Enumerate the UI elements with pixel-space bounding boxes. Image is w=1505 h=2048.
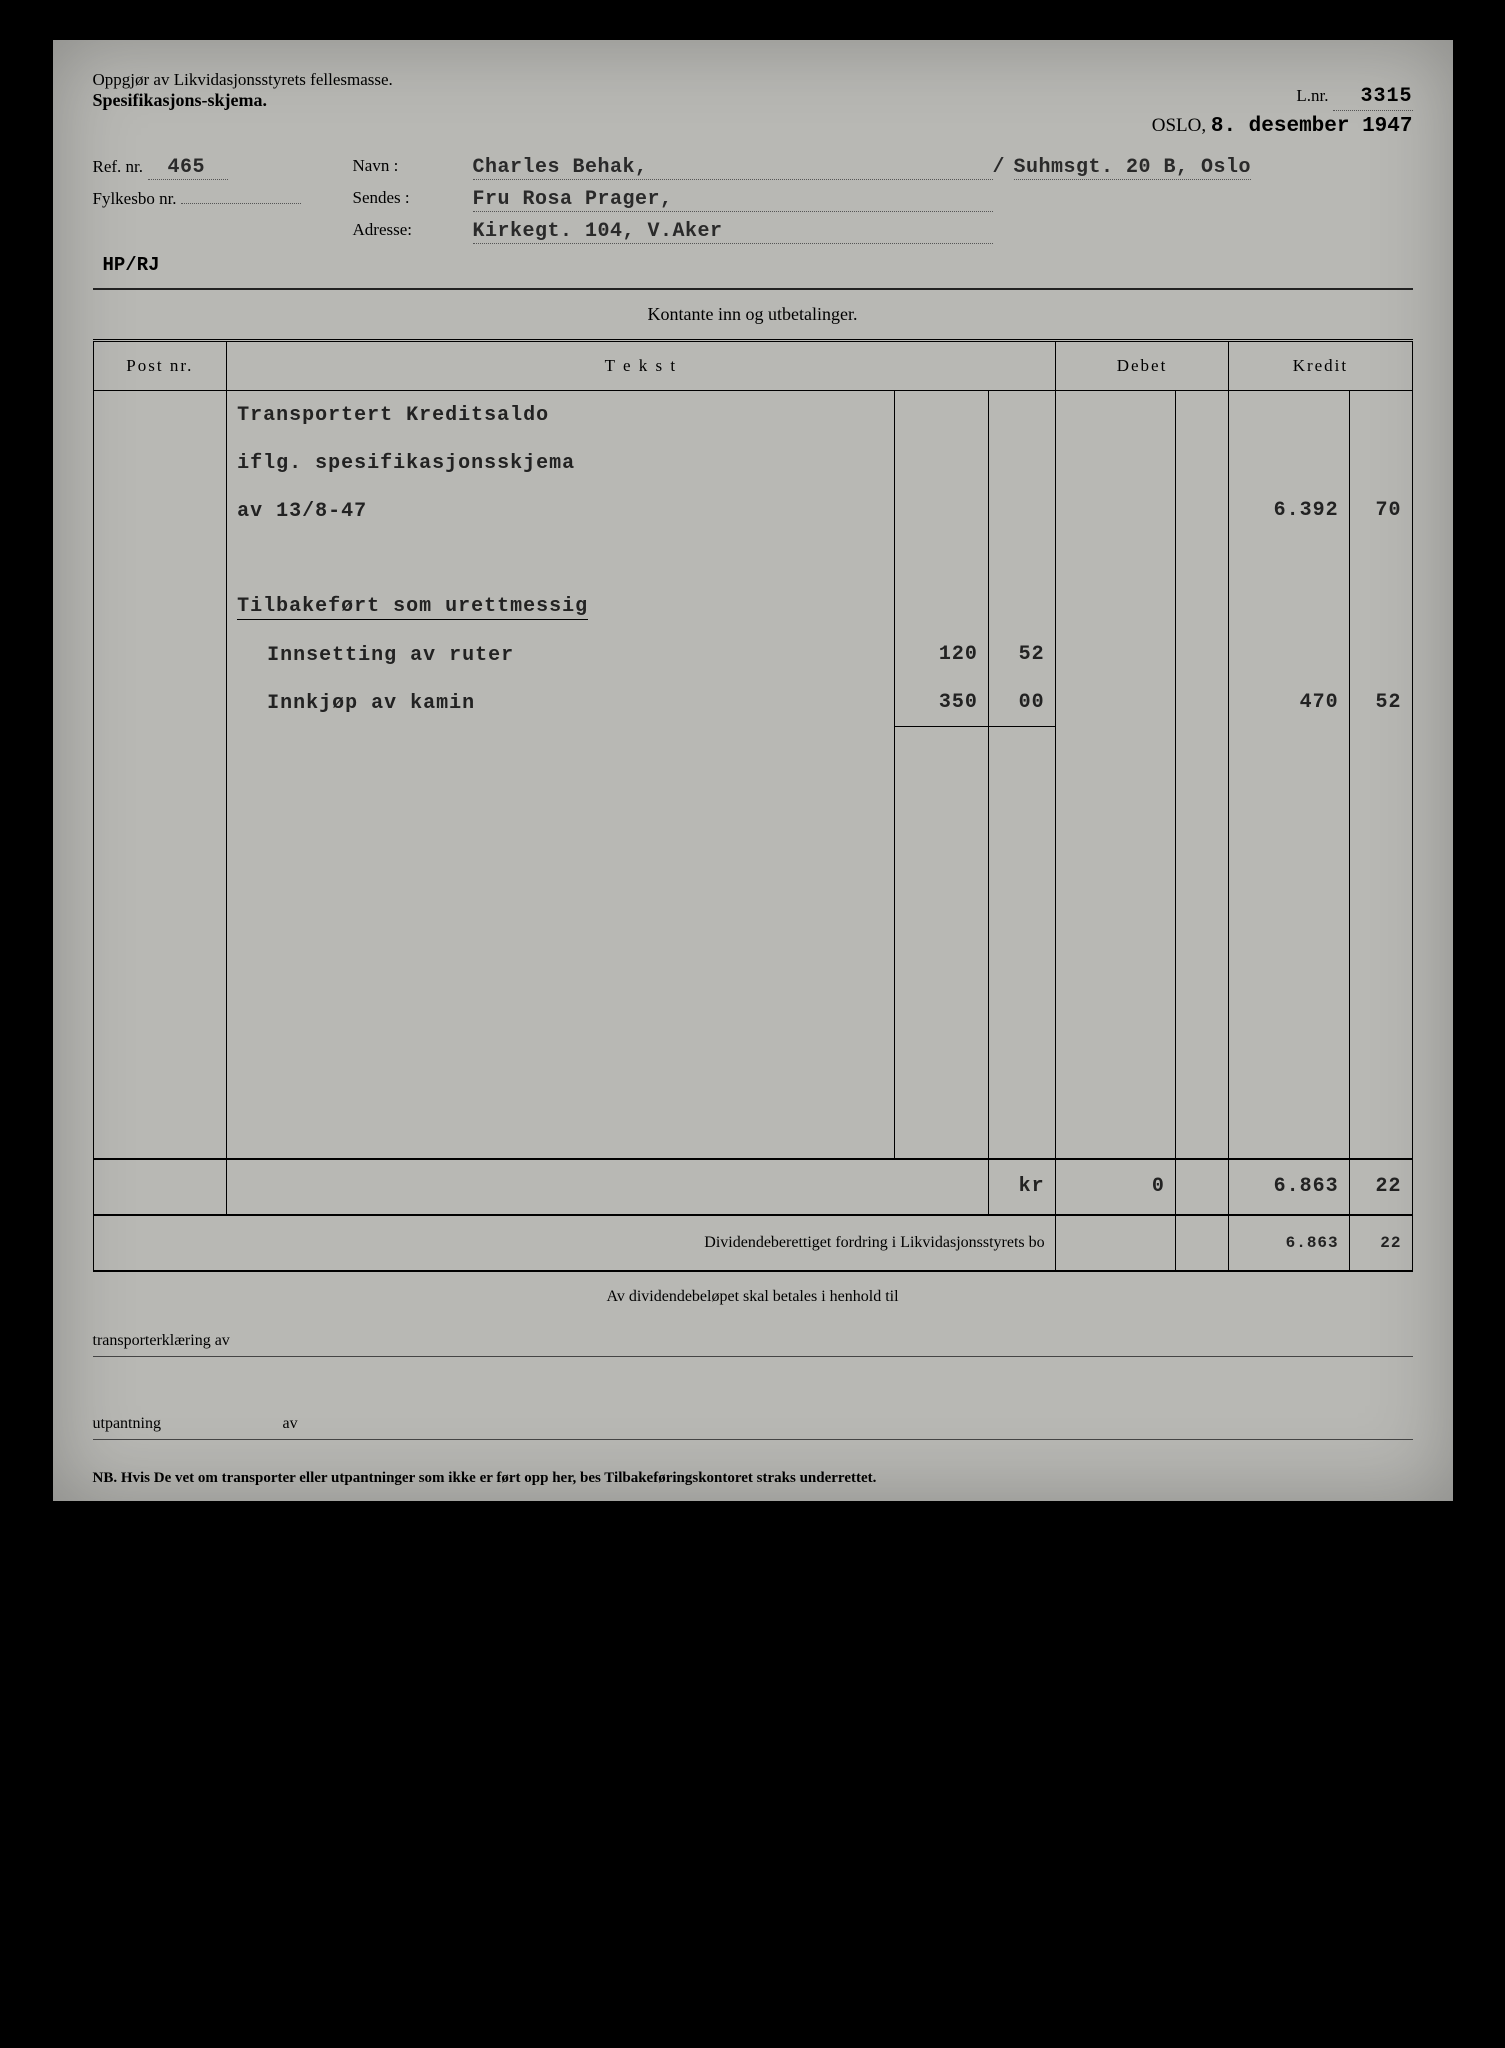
totals-kredit-b: 22 xyxy=(1349,1159,1412,1215)
table-row: av 13/8-476.39270 xyxy=(93,487,1412,535)
transport-label: transporterklæring av xyxy=(93,1332,283,1350)
fylkesbo-label: Fylkesbo nr. xyxy=(93,189,177,208)
section-title: Kontante inn og utbetalinger. xyxy=(93,290,1413,339)
info-grid: Ref. nr. 465 Navn : Charles Behak, / Suh… xyxy=(93,156,1413,244)
totals-debet-a: 0 xyxy=(1055,1159,1175,1215)
ref-label: Ref. nr. xyxy=(93,157,144,176)
dividend-kredit-a: 6.863 xyxy=(1229,1215,1349,1271)
col-kredit: Kredit xyxy=(1229,341,1412,391)
ledger-table: Post nr. T e k s t Debet Kredit Transpor… xyxy=(93,339,1413,1272)
title-line-1: Oppgjør av Likvidasjonsstyrets fellesmas… xyxy=(93,70,1297,90)
dividend-row: Dividendeberettiget fordring i Likvidasj… xyxy=(93,1215,1412,1271)
date-line: OSLO, 8. desember 1947 xyxy=(93,115,1413,138)
table-row xyxy=(93,967,1412,1015)
col-debet: Debet xyxy=(1055,341,1229,391)
adresse-value: Kirkegt. 104, V.Aker xyxy=(473,220,993,244)
header-row: Oppgjør av Likvidasjonsstyrets fellesmas… xyxy=(93,70,1413,111)
lnr-value: 3315 xyxy=(1333,85,1413,111)
totals-row: kr 0 6.863 22 xyxy=(93,1159,1412,1215)
table-row: Transportert Kreditsaldo xyxy=(93,391,1412,439)
navn-value: Charles Behak, xyxy=(473,156,993,180)
fylkesbo-value xyxy=(181,203,301,204)
sendes-value: Fru Rosa Prager, xyxy=(473,188,993,212)
lnr-label: L.nr. xyxy=(1296,86,1328,105)
table-row: Innkjøp av kamin3500047052 xyxy=(93,679,1412,727)
adresse-label: Adresse: xyxy=(353,220,473,244)
slash: / xyxy=(993,156,1010,179)
table-row xyxy=(93,535,1412,583)
hp-ref: HP/RJ xyxy=(103,254,1413,276)
date-value: 8. desember 1947 xyxy=(1211,115,1413,138)
table-row: Innsetting av ruter12052 xyxy=(93,631,1412,679)
nb-notice: NB. Hvis De vet om transporter eller utp… xyxy=(93,1470,1413,1491)
table-row xyxy=(93,775,1412,823)
totals-kr: kr xyxy=(988,1159,1055,1215)
table-row: Tilbakeført som urettmessig xyxy=(93,583,1412,631)
col-post: Post nr. xyxy=(93,341,227,391)
row-text: Innkjøp av kamin xyxy=(237,692,475,715)
row-text: Tilbakeført som urettmessig xyxy=(237,595,588,620)
row-text: Innsetting av ruter xyxy=(237,644,514,667)
addr2-value: Suhmsgt. 20 B, Oslo xyxy=(1014,156,1252,180)
table-row xyxy=(93,1015,1412,1063)
dividend-kredit-b: 22 xyxy=(1349,1215,1412,1271)
utpantning-label: utpantning xyxy=(93,1415,283,1433)
av-label: av xyxy=(283,1415,323,1433)
footer-section-title: Av dividendebeløpet skal betales i henho… xyxy=(93,1272,1413,1314)
city: OSLO, xyxy=(1152,115,1206,136)
navn-label: Navn : xyxy=(353,156,473,180)
dividend-label: Dividendeberettiget fordring i Likvidasj… xyxy=(93,1215,1055,1271)
table-row xyxy=(93,823,1412,871)
table-row xyxy=(93,919,1412,967)
totals-kredit-a: 6.863 xyxy=(1229,1159,1349,1215)
table-row xyxy=(93,1111,1412,1159)
document-page: Oppgjør av Likvidasjonsstyrets fellesmas… xyxy=(53,40,1453,1501)
col-tekst: T e k s t xyxy=(227,341,1056,391)
row-text: Transportert Kreditsaldo xyxy=(237,404,549,427)
totals-debet-b xyxy=(1175,1159,1228,1215)
table-row xyxy=(93,1063,1412,1111)
footer-utpantning-row: utpantning av xyxy=(93,1397,1413,1440)
ref-value: 465 xyxy=(148,156,228,180)
footer-transport-row: transporterklæring av xyxy=(93,1314,1413,1357)
row-text: av 13/8-47 xyxy=(237,500,367,523)
sendes-label: Sendes : xyxy=(353,188,473,212)
table-row xyxy=(93,727,1412,775)
table-row: iflg. spesifikasjonsskjema xyxy=(93,439,1412,487)
table-row xyxy=(93,871,1412,919)
title-line-2: Spesifikasjons-skjema. xyxy=(93,90,1297,111)
row-text: iflg. spesifikasjonsskjema xyxy=(237,452,575,475)
table-header-row: Post nr. T e k s t Debet Kredit xyxy=(93,341,1412,391)
